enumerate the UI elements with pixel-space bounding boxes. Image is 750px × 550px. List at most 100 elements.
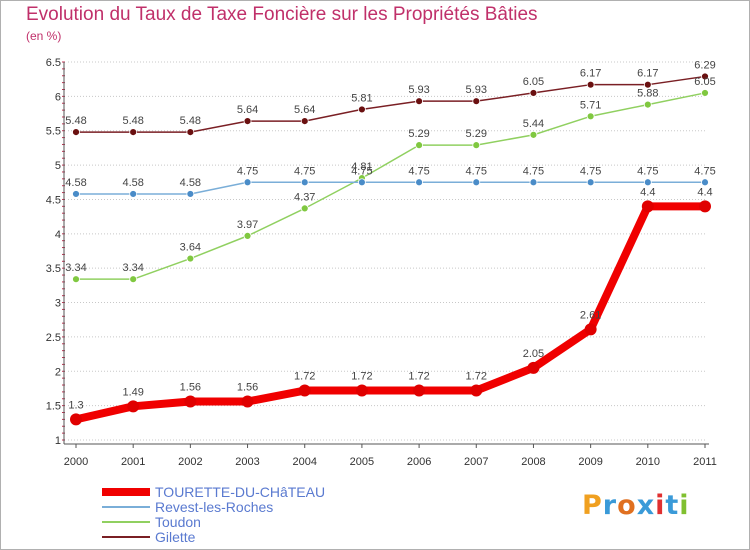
- data-point: [186, 254, 195, 263]
- data-point: [529, 178, 538, 187]
- data-point: [641, 200, 654, 213]
- x-tick-label: 2004: [292, 456, 316, 468]
- data-label: 1.56: [237, 382, 258, 394]
- data-point: [300, 178, 309, 187]
- data-label: 3.34: [122, 262, 143, 274]
- axes: 1 1.5 2 2.5 3 3.5 4 4.5 5 5.5 6 6.5 2000 2001 2002 2003…: [46, 57, 717, 468]
- data-point: [300, 204, 309, 213]
- data-label: 1.3: [68, 399, 83, 411]
- data-label: 5.71: [580, 99, 601, 111]
- data-point: [529, 130, 538, 139]
- data-label: 1.56: [180, 382, 201, 394]
- data-point: [472, 178, 481, 187]
- data-label: 5.64: [294, 104, 315, 116]
- data-label: 1.72: [466, 371, 487, 383]
- data-label: 6.05: [694, 76, 715, 88]
- series-line: [72, 202, 709, 424]
- data-point: [129, 190, 138, 198]
- legend-label: Revest-les-Roches: [155, 499, 273, 515]
- data-point: [241, 395, 254, 408]
- data-label: 3.97: [237, 219, 258, 231]
- data-label: 4.58: [180, 177, 201, 189]
- data-point: [643, 80, 652, 89]
- data-point: [184, 395, 197, 408]
- data-point: [643, 178, 652, 187]
- data-label: 4.37: [294, 191, 315, 203]
- y-tick-label: 4.5: [46, 194, 61, 206]
- data-labels: 5.48 5.48 5.48 5.64 5.64 5.81 5.93 5.93 6.05 6.17…: [65, 59, 715, 411]
- y-tick-label: 1.5: [46, 401, 61, 413]
- data-label: 4.81: [351, 161, 372, 173]
- data-label: 1.49: [122, 386, 143, 398]
- proxiti-logo: Proxiti: [582, 490, 690, 521]
- data-label: 4.75: [408, 165, 429, 177]
- y-tick-label: 5.5: [46, 126, 61, 138]
- data-point: [701, 178, 709, 187]
- data-label: 5.93: [408, 84, 429, 96]
- data-label: 4.75: [580, 165, 601, 177]
- y-tick-label: 3: [55, 298, 61, 310]
- y-tick-label: 3.5: [46, 263, 61, 275]
- data-label: 4.75: [351, 165, 372, 177]
- data-label: 2.61: [580, 309, 601, 321]
- data-label: 3.64: [180, 242, 201, 254]
- series-line: [75, 75, 706, 133]
- data-label: 4.58: [122, 177, 143, 189]
- data-point: [584, 323, 597, 336]
- data-label: 2.05: [523, 348, 544, 360]
- y-tick-label: 4: [55, 229, 61, 241]
- data-point: [300, 117, 309, 126]
- data-point: [243, 178, 252, 187]
- data-point: [586, 80, 595, 89]
- data-point: [72, 128, 80, 137]
- data-label: 5.64: [237, 104, 258, 116]
- data-label: 5.48: [122, 115, 143, 127]
- data-label: 5.81: [351, 92, 372, 104]
- data-point: [129, 128, 138, 137]
- legend-label: Gilette: [155, 529, 196, 545]
- data-point: [472, 141, 481, 150]
- data-label: 5.88: [637, 88, 658, 100]
- data-point: [413, 384, 426, 397]
- data-point: [586, 112, 595, 121]
- data-label: 6.17: [580, 68, 601, 80]
- data-label: 5.93: [466, 84, 487, 96]
- data-point: [701, 72, 709, 81]
- data-label: 4.4: [640, 186, 655, 198]
- x-tick-label: 2009: [578, 456, 602, 468]
- x-tick-label: 2010: [636, 456, 660, 468]
- data-point: [527, 361, 540, 374]
- data-label: 4.4: [697, 186, 712, 198]
- data-point: [699, 200, 711, 213]
- data-label: 1.72: [351, 371, 372, 383]
- data-label: 6.05: [523, 76, 544, 88]
- data-label: 6.17: [637, 68, 658, 80]
- data-label: 4.58: [65, 177, 86, 189]
- data-point: [472, 97, 481, 106]
- data-point: [529, 89, 538, 97]
- series-line: [75, 92, 706, 280]
- data-label: 5.48: [65, 115, 86, 127]
- data-point: [415, 141, 423, 150]
- data-point: [129, 275, 138, 284]
- data-label: 5.29: [466, 128, 487, 140]
- legend-label: TOURETTE-DU-CHâTEAU: [155, 484, 325, 500]
- data-label: 4.75: [523, 165, 544, 177]
- data-label: 5.44: [523, 118, 544, 130]
- data-point: [358, 178, 366, 187]
- x-tick-label: 2001: [121, 456, 145, 468]
- data-label: 4.75: [237, 165, 258, 177]
- data-point: [72, 190, 80, 198]
- data-label: 4.75: [294, 165, 315, 177]
- x-tick-label: 2006: [407, 456, 431, 468]
- y-tick-label: 2.5: [46, 332, 61, 344]
- data-point: [355, 384, 368, 397]
- data-point: [415, 97, 423, 106]
- data-point: [415, 178, 423, 187]
- data-point: [701, 89, 709, 97]
- y-tick-label: 1: [55, 435, 61, 447]
- data-label: 1.72: [294, 371, 315, 383]
- data-label: 5.29: [408, 128, 429, 140]
- data-point: [243, 231, 252, 240]
